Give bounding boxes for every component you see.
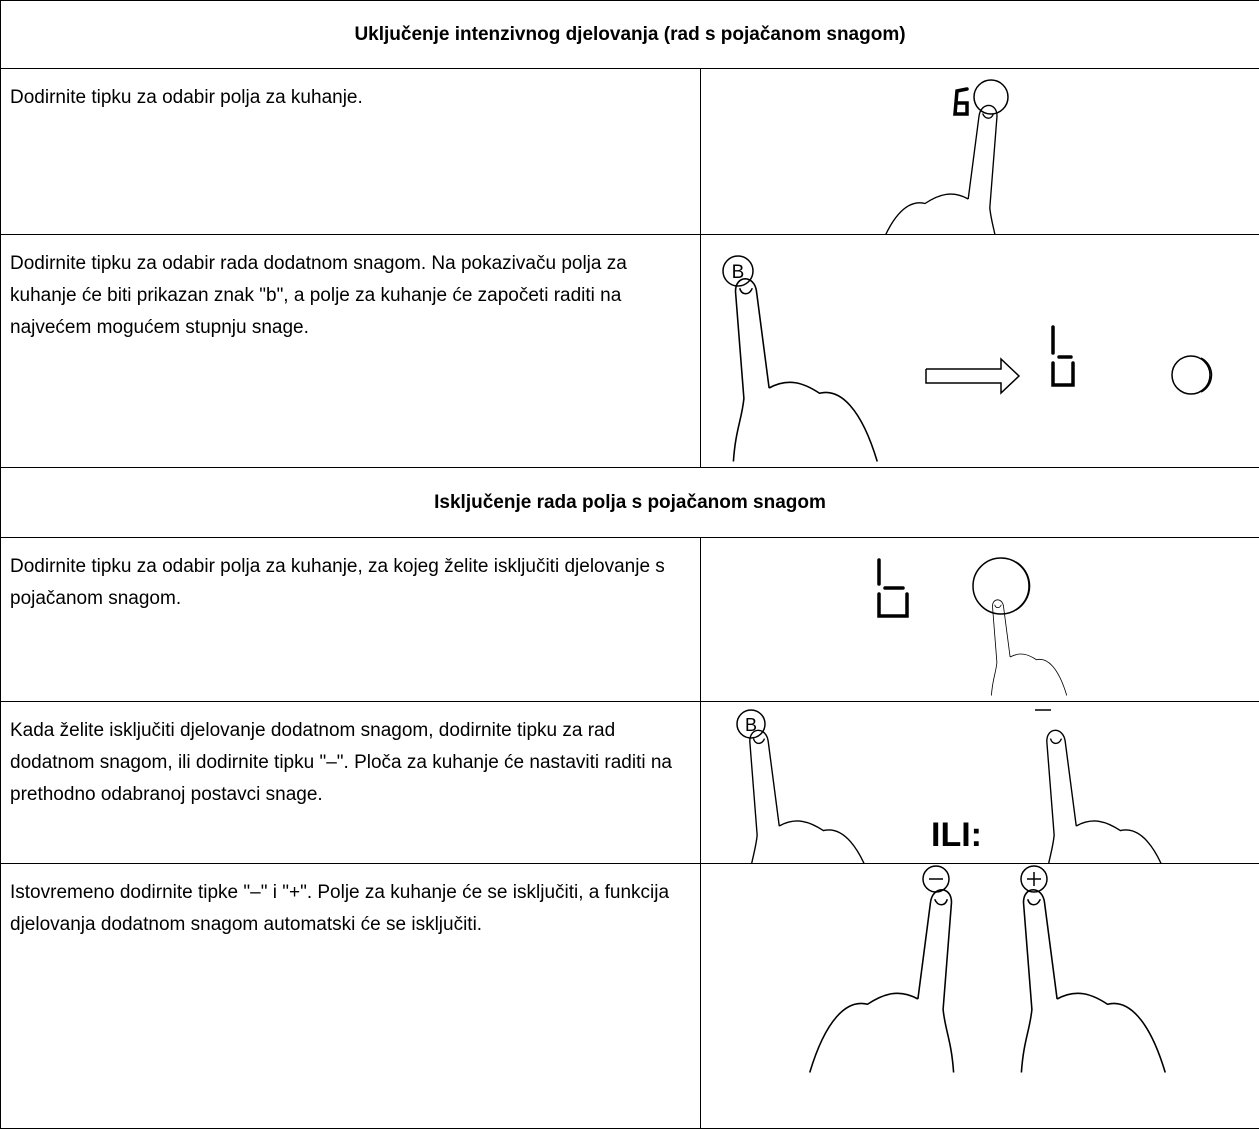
hand (733, 279, 877, 462)
row: Istovremeno dodirnite tipke "–" i "+". P… (1, 864, 1259, 1129)
zone-key (1172, 356, 1210, 394)
deselect-illustration (701, 538, 1259, 701)
step-text: Dodirnite tipku za odabir polja za kuhan… (1, 538, 701, 702)
step-text: Istovremeno dodirnite tipke "–" i "+". P… (1, 864, 701, 1129)
row: Dodirnite tipku za odabir polja za kuhan… (1, 69, 1259, 235)
plus-sign (1027, 872, 1041, 886)
illustration (701, 538, 1259, 702)
hand (876, 105, 999, 234)
arrow (926, 359, 1019, 393)
digit-display (1053, 327, 1073, 385)
key-label: B (745, 715, 757, 735)
section-title: Uključenje intenzivnog djelovanja (rad s… (1, 1, 1259, 69)
row: Kada želite isključiti djelovanje dodatn… (1, 702, 1259, 864)
hand (748, 730, 874, 863)
cancel-illustration: B ILI: (701, 702, 1259, 863)
row: Dodirnite tipku za odabir rada dodatnom … (1, 235, 1259, 468)
zone-key (974, 80, 1008, 114)
step-text: Dodirnite tipku za odabir polja za kuhan… (1, 69, 701, 235)
off-illustration (701, 864, 1259, 1127)
section-title: Isključenje rada polja s pojačanom snago… (1, 468, 1259, 538)
hand (810, 890, 954, 1073)
row: Dodirnite tipku za odabir polja za kuhan… (1, 538, 1259, 702)
hand (1045, 730, 1171, 863)
step-text: Kada želite isključiti djelovanje dodatn… (1, 702, 701, 864)
or-label: ILI: (931, 816, 982, 854)
select-zone-illustration (701, 69, 1259, 234)
illustration (701, 69, 1259, 235)
hand (1021, 890, 1165, 1073)
illustration: B (701, 235, 1259, 468)
illustration (701, 864, 1259, 1129)
digit-display (955, 89, 967, 114)
boost-illustration: B (701, 235, 1259, 467)
digit-display (879, 560, 907, 616)
illustration: B ILI: (701, 702, 1259, 864)
section-header: Isključenje rada polja s pojačanom snago… (1, 468, 1259, 538)
step-text: Dodirnite tipku za odabir rada dodatnom … (1, 235, 701, 468)
section-header: Uključenje intenzivnog djelovanja (rad s… (1, 1, 1259, 69)
